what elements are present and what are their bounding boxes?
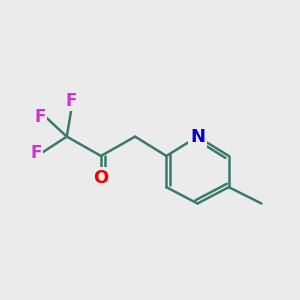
Text: F: F: [30, 144, 41, 162]
Text: F: F: [65, 92, 77, 110]
Text: O: O: [93, 169, 109, 187]
Text: F: F: [34, 108, 46, 126]
Text: N: N: [190, 128, 205, 146]
